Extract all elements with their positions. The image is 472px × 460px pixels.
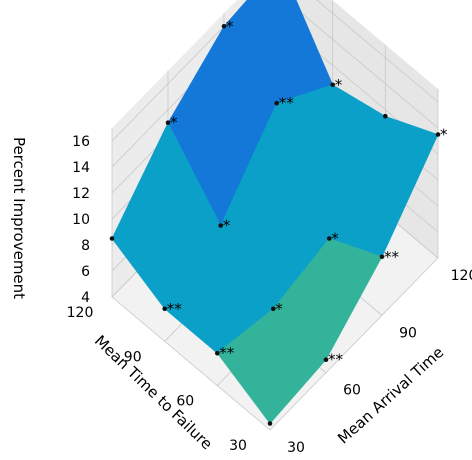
z-tick-label: 16 [72,134,90,150]
data-point [109,236,115,241]
significance-label: ** [328,351,344,369]
z-tick-label: 8 [81,238,90,254]
data-point [274,100,280,106]
data-point [271,306,276,312]
y-tick-label: 120 [67,305,94,321]
z-axis-label: Percent Improvement [10,137,28,299]
y-tick-label: 60 [176,394,194,410]
data-point [267,421,273,426]
significance-label: ** [384,248,400,266]
x-tick-label: 120 [451,268,472,284]
y-tick-label: 90 [124,349,142,365]
x-tick-label: 60 [343,383,361,399]
data-points: ***************** [109,17,448,426]
z-tick-label: 10 [72,212,90,228]
x-tick-label: 90 [399,325,417,341]
z-tick-label: 14 [72,160,90,176]
significance-label: * [440,126,448,144]
z-tick-label: 4 [81,290,90,306]
data-point [215,350,220,356]
significance-label: ** [167,300,183,318]
data-point [330,82,336,88]
significance-label: * [226,17,234,35]
z-tick-label: 12 [72,186,90,202]
significance-label: * [170,114,178,132]
data-point [435,132,441,137]
y-tick-label: 30 [229,438,247,454]
significance-label: ** [219,344,235,362]
grid-line-z [111,0,439,142]
significance-label: * [331,230,339,248]
data-point [379,254,385,260]
data-point [323,357,329,363]
grid-line-z [111,0,439,168]
significance-label: * [223,217,231,235]
z-tick-label: 6 [81,264,90,280]
significance-label: * [275,300,283,318]
data-point [165,120,171,125]
data-point [221,24,227,29]
data-point [218,223,223,228]
data-point [383,113,388,119]
significance-label: * [335,76,343,94]
data-point [162,306,167,312]
tick-labels: 30609012030609012046810121416 [67,134,472,456]
data-point [327,236,332,241]
x-tick-label: 30 [287,440,305,456]
significance-label: ** [279,94,295,112]
surface-mesh [111,0,439,424]
